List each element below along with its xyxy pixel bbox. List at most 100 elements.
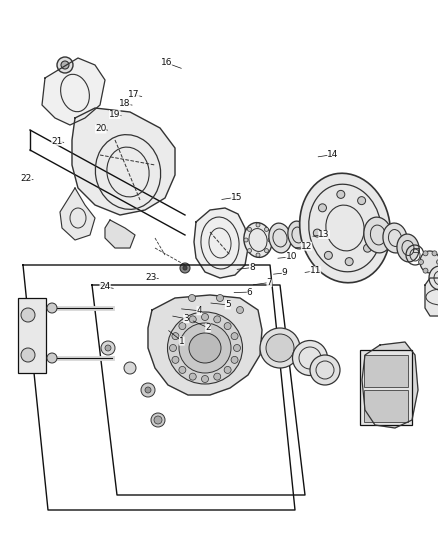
Ellipse shape [420,251,438,273]
Circle shape [256,253,260,257]
Circle shape [233,344,240,351]
Ellipse shape [383,223,407,253]
Circle shape [201,313,208,320]
Circle shape [179,366,186,374]
Circle shape [179,322,186,329]
Circle shape [318,204,326,212]
Text: 22: 22 [21,174,32,183]
Circle shape [432,268,437,273]
Circle shape [247,248,251,253]
Circle shape [364,244,371,252]
Circle shape [189,316,196,323]
Text: 18: 18 [119,100,131,108]
Circle shape [214,316,221,323]
Circle shape [188,295,195,302]
Bar [18,298,46,373]
Circle shape [57,57,73,73]
Circle shape [216,295,223,302]
Ellipse shape [300,173,390,282]
Text: 16: 16 [161,59,172,67]
Circle shape [145,387,151,393]
Text: 19: 19 [109,110,120,119]
Text: 2: 2 [205,324,211,332]
Circle shape [265,228,268,231]
Circle shape [325,252,332,260]
Ellipse shape [269,223,291,253]
Text: 11: 11 [310,266,321,275]
Ellipse shape [244,223,272,257]
Polygon shape [72,108,175,215]
Ellipse shape [179,323,231,373]
Circle shape [141,383,155,397]
Ellipse shape [429,266,438,290]
Circle shape [337,190,345,198]
Circle shape [237,306,244,313]
Circle shape [357,197,366,205]
Text: 5: 5 [225,301,231,309]
Circle shape [21,308,35,322]
Ellipse shape [397,234,419,262]
Text: 6: 6 [247,288,253,296]
Text: 4: 4 [197,306,202,315]
Circle shape [432,251,437,256]
Text: 20: 20 [95,125,106,133]
Circle shape [369,219,377,227]
Circle shape [172,333,179,340]
Circle shape [154,416,162,424]
Circle shape [183,266,187,270]
Bar [364,390,408,422]
Ellipse shape [293,341,328,376]
Circle shape [101,341,115,355]
Circle shape [423,251,428,256]
Circle shape [224,366,231,374]
Circle shape [423,268,428,273]
Ellipse shape [260,328,300,368]
Text: 10: 10 [286,253,297,261]
Circle shape [345,257,353,265]
Circle shape [268,238,272,242]
Text: 21: 21 [51,137,63,146]
Polygon shape [105,220,135,248]
Circle shape [313,229,321,237]
Text: 23: 23 [145,273,157,281]
Circle shape [244,238,248,242]
Polygon shape [362,342,418,428]
Text: 3: 3 [183,314,189,323]
Text: 12: 12 [301,242,312,251]
Circle shape [61,61,69,69]
Circle shape [189,373,196,380]
Polygon shape [148,295,262,395]
Text: 8: 8 [249,263,255,272]
Text: 7: 7 [266,278,272,287]
Polygon shape [425,278,438,316]
Ellipse shape [364,217,392,253]
Ellipse shape [288,221,308,249]
Ellipse shape [266,334,294,362]
Circle shape [105,345,111,351]
Text: 9: 9 [282,269,288,277]
Circle shape [437,260,438,264]
Circle shape [201,376,208,383]
Text: 1: 1 [179,337,185,345]
Ellipse shape [167,312,243,384]
Circle shape [231,357,238,364]
Polygon shape [42,58,105,125]
Circle shape [124,362,136,374]
Circle shape [151,413,165,427]
Bar [413,248,419,252]
Text: 24: 24 [99,282,111,291]
Circle shape [172,357,179,364]
Ellipse shape [310,355,340,385]
Text: 13: 13 [318,230,330,239]
Text: 17: 17 [128,91,139,99]
Circle shape [418,260,424,264]
Circle shape [214,373,221,380]
Bar [360,350,412,425]
Circle shape [247,228,251,231]
Text: 15: 15 [231,193,242,201]
Circle shape [224,322,231,329]
Circle shape [47,303,57,313]
Text: 14: 14 [327,150,339,159]
Circle shape [265,248,268,253]
Ellipse shape [189,333,221,363]
